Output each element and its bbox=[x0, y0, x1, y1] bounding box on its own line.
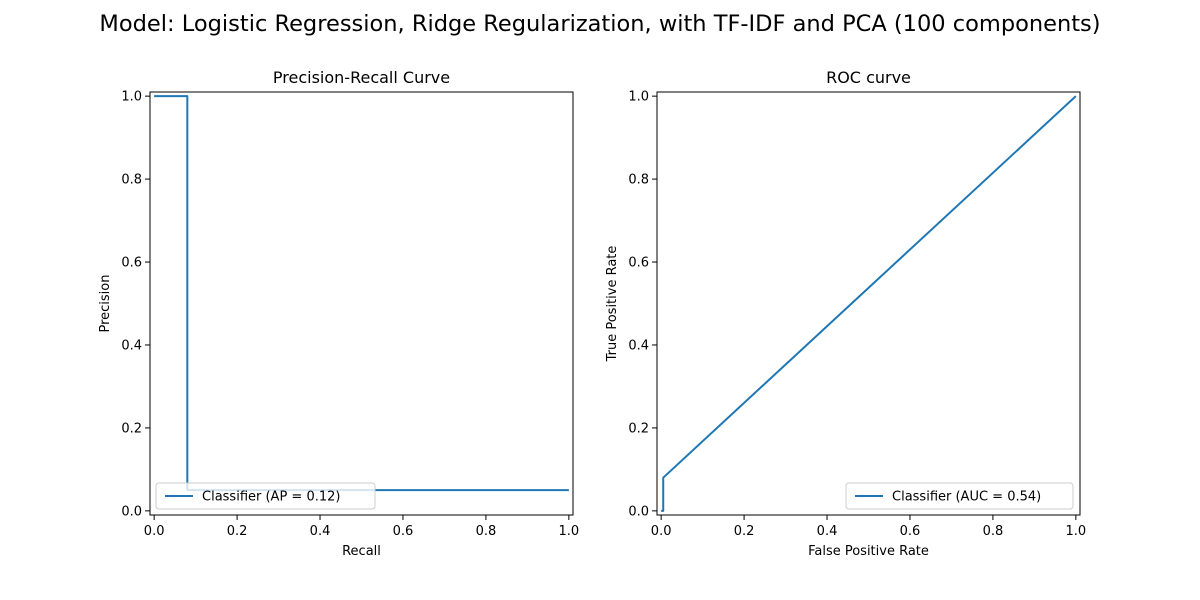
x-tick-label: 1.0 bbox=[1066, 524, 1087, 539]
y-tick-label: 0.0 bbox=[628, 504, 649, 519]
y-tick-label: 0.2 bbox=[121, 421, 142, 436]
x-tick-label: 0.8 bbox=[476, 524, 497, 539]
legend-box bbox=[155, 482, 376, 510]
legend-box bbox=[845, 482, 1074, 510]
figure-suptitle: Model: Logistic Regression, Ridge Regula… bbox=[99, 11, 1100, 37]
chart-title: ROC curve bbox=[826, 68, 911, 87]
y-tick-label: 0.4 bbox=[121, 338, 142, 353]
y-tick-label: 0.2 bbox=[628, 421, 649, 436]
plot-area bbox=[657, 92, 1080, 515]
axes-frame bbox=[656, 91, 1081, 516]
x-tick-label: 0.8 bbox=[983, 524, 1004, 539]
legend: Classifier (AP = 0.12) bbox=[155, 482, 376, 510]
precision-recall-chart: 0.0 0.2 0.4 0.6 0.8 1.0 0.0 0.2 0.4 0.6 0.8 1.0 Prec… bbox=[98, 68, 579, 559]
chart-title: Precision-Recall Curve bbox=[273, 68, 450, 87]
legend-label: Classifier (AP = 0.12) bbox=[202, 490, 340, 505]
x-tick-label: 0.0 bbox=[144, 524, 165, 539]
y-axis-label: True Positive Rate bbox=[605, 246, 620, 363]
legend: Classifier (AUC = 0.54) bbox=[845, 482, 1074, 510]
x-tick-label: 0.2 bbox=[734, 524, 755, 539]
y-tick-label: 0.6 bbox=[628, 256, 649, 271]
x-tick-label: 0.4 bbox=[817, 524, 838, 539]
roc-chart: 0.0 0.2 0.4 0.6 0.8 1.0 0.0 0.2 0.4 0.6 0.8 1.0 ROC … bbox=[605, 68, 1086, 559]
legend-label: Classifier (AUC = 0.54) bbox=[892, 490, 1041, 505]
y-axis-label: Precision bbox=[98, 274, 113, 332]
y-tick-label: 1.0 bbox=[628, 90, 649, 105]
x-axis-label: False Positive Rate bbox=[808, 544, 929, 559]
plot-area bbox=[150, 92, 573, 515]
x-tick-label: 0.0 bbox=[651, 524, 672, 539]
x-tick-label: 0.6 bbox=[900, 524, 921, 539]
y-tick-label: 0.8 bbox=[121, 173, 142, 188]
y-tick-label: 0.6 bbox=[121, 256, 142, 271]
x-tick-label: 0.2 bbox=[227, 524, 248, 539]
axes-frame bbox=[149, 91, 574, 516]
y-tick-label: 0.0 bbox=[121, 504, 142, 519]
y-tick-label: 0.4 bbox=[628, 338, 649, 353]
x-tick-label: 1.0 bbox=[559, 524, 580, 539]
x-tick-label: 0.4 bbox=[310, 524, 331, 539]
x-tick-label: 0.6 bbox=[393, 524, 414, 539]
y-tick-label: 1.0 bbox=[121, 90, 142, 105]
series-line-0 bbox=[661, 95, 1077, 512]
x-axis-label: Recall bbox=[342, 544, 381, 559]
y-tick-label: 0.8 bbox=[628, 173, 649, 188]
